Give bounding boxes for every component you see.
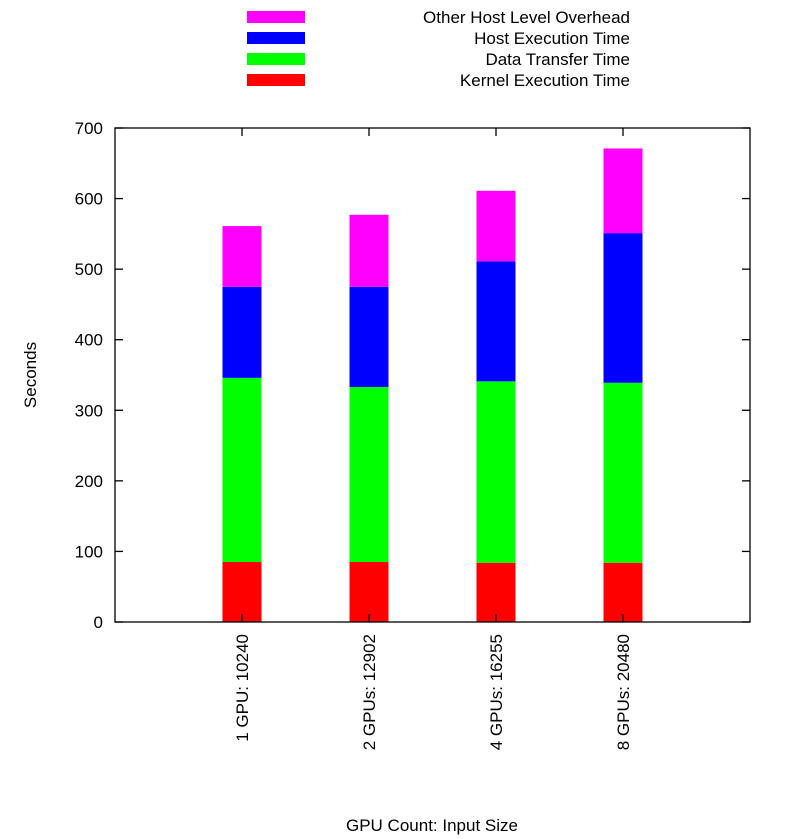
legend-swatch-3 — [247, 53, 305, 65]
y-tick-label-6: 500 — [75, 260, 103, 279]
y-tick-label-2: 100 — [75, 542, 103, 561]
bar-segment-1-1 — [222, 562, 262, 622]
bar-segment-2-1 — [222, 377, 262, 563]
plot-frame — [114, 127, 751, 623]
legend-swatch-4 — [247, 74, 305, 86]
x-tick-label-2: 2 GPUs: 12902 — [360, 634, 379, 750]
legend-swatch-2 — [247, 32, 305, 44]
legend-label-1: Other Host Level Overhead — [423, 8, 630, 27]
y-tick-label-5: 400 — [75, 331, 103, 350]
y-tick-label-8: 700 — [75, 119, 103, 138]
x-tick-label-1: 1 GPU: 10240 — [233, 634, 252, 742]
bar-segment-2-4 — [603, 382, 643, 563]
legend-label-4: Kernel Execution Time — [460, 71, 630, 90]
x-tick-label-3: 4 GPUs: 16255 — [487, 634, 506, 750]
legend-label-2: Host Execution Time — [474, 29, 630, 48]
bar-segment-3-4 — [603, 233, 643, 383]
legend: Other Host Level Overhead Host Execution … — [247, 8, 630, 90]
x-tick-label-4: 8 GPUs: 20480 — [614, 634, 633, 750]
bar-segment-1-2 — [349, 562, 389, 622]
y-axis-label: Seconds — [21, 342, 40, 408]
y-tick-label-7: 600 — [75, 190, 103, 209]
y-tick-label-4: 300 — [75, 401, 103, 420]
bar-segment-3-2 — [349, 286, 389, 387]
bar-segment-4-2 — [349, 214, 389, 287]
legend-swatch-1 — [247, 11, 305, 23]
bar-segment-3-3 — [476, 261, 516, 382]
axes: 0 100 200 300 400 500 600 700 1 GPU: 10240 2 GPUs… — [75, 119, 751, 750]
bar-segment-3-1 — [222, 286, 262, 378]
bar-segment-4-3 — [476, 190, 516, 262]
bar-segment-1-3 — [476, 562, 516, 622]
y-tick-label-3: 200 — [75, 472, 103, 491]
y-tick-label-1: 0 — [94, 613, 103, 632]
legend-label-3: Data Transfer Time — [485, 50, 630, 69]
bar-segment-2-2 — [349, 386, 389, 563]
bar-segment-4-4 — [603, 148, 643, 234]
bar-segment-2-3 — [476, 381, 516, 563]
x-axis-label: GPU Count: Input Size — [346, 816, 518, 835]
bar-segment-4-1 — [222, 226, 262, 287]
bar-segment-1-4 — [603, 562, 643, 622]
bars — [222, 148, 643, 622]
